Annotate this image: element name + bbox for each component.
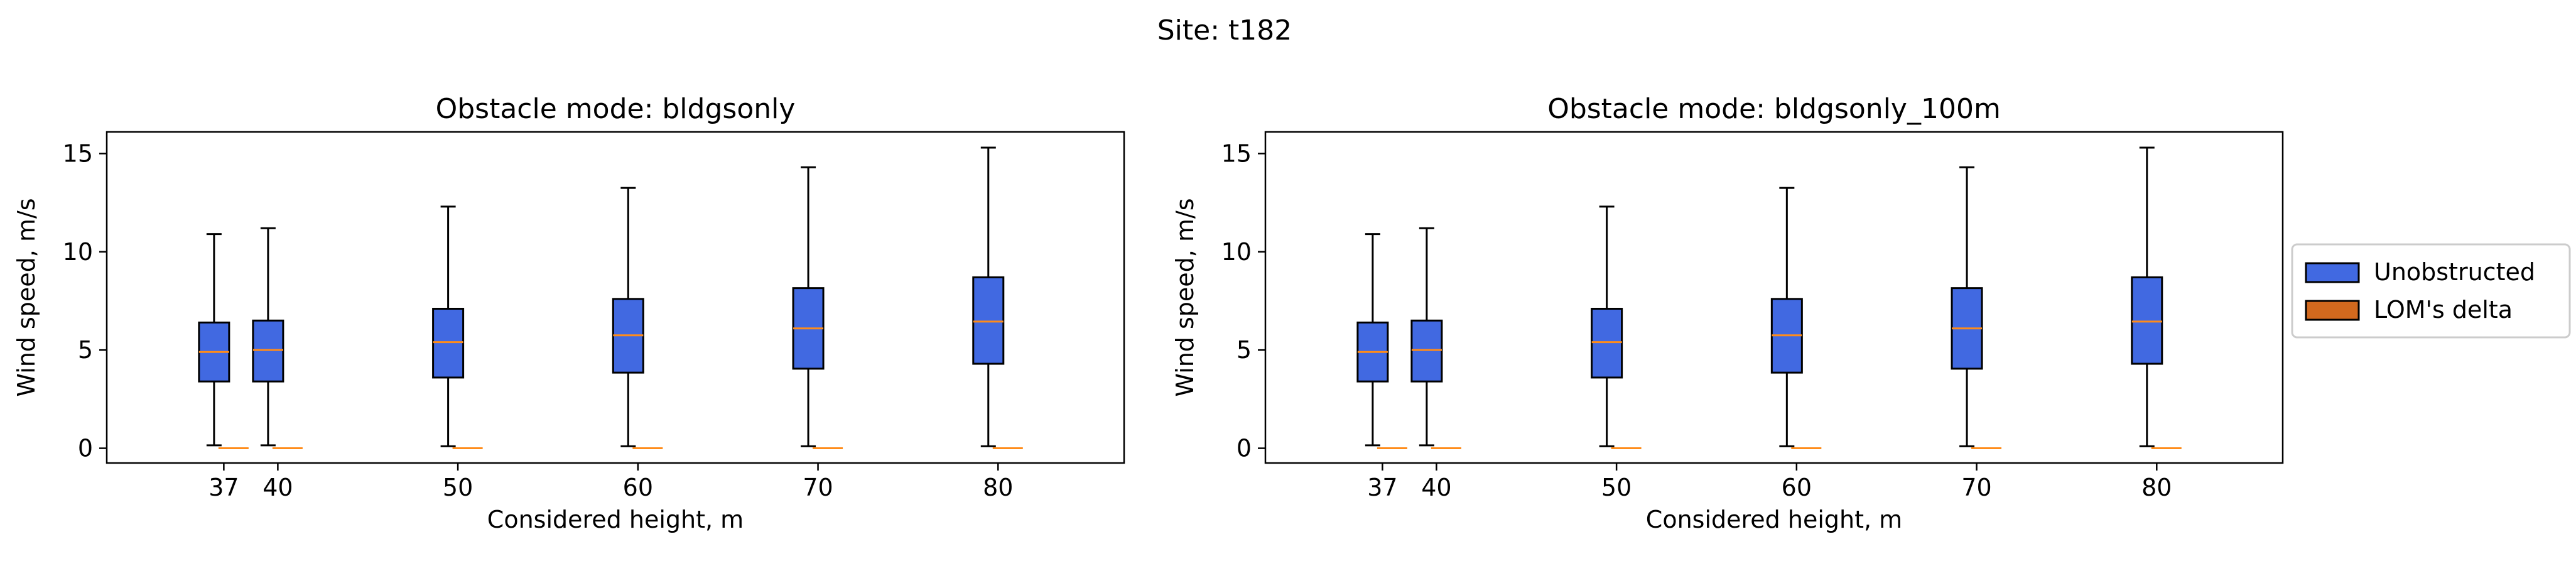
x-tick-label: 80: [2141, 474, 2172, 501]
legend: Unobstructed LOM's delta: [2291, 243, 2571, 339]
chart-title: Obstacle mode: bldgsonly_100m: [1547, 93, 2001, 125]
legend-frame: [2291, 243, 2571, 339]
box-body: [1410, 319, 1443, 383]
y-tick-label: 0: [78, 435, 93, 462]
x-tick-label: 50: [1601, 474, 1632, 501]
x-tick-label: 40: [1421, 474, 1451, 501]
box-unobstructed-40: [1410, 227, 1443, 447]
legend-swatch-lom-delta: [2305, 300, 2360, 321]
box-body: [432, 307, 465, 379]
x-tick-label: 37: [1367, 474, 1397, 501]
x-tick-label: 40: [262, 474, 293, 501]
x-tick-label: 60: [1782, 474, 1812, 501]
y-tick-label: 15: [1221, 139, 1252, 167]
chart-panel-0: Obstacle mode: bldgsonly 37 40 50 60 70 80 0 5 10…: [13, 93, 1125, 533]
x-tick-label: 70: [803, 474, 833, 501]
box-unobstructed-70: [1951, 166, 1983, 447]
y-axis-label: Wind speed, m/s: [1171, 198, 1199, 396]
x-axis-label: Considered height, m: [487, 506, 744, 533]
box-unobstructed-80: [2131, 146, 2163, 447]
x-tick-label: 70: [1961, 474, 1991, 501]
axes-frame: [106, 131, 1125, 464]
box-unobstructed-50: [1591, 205, 1623, 447]
y-tick-label: 0: [1237, 435, 1252, 462]
box-body: [2131, 276, 2163, 365]
y-tick-label: 10: [1221, 238, 1252, 266]
box-unobstructed-70: [792, 166, 825, 447]
figure-suptitle: Site: t182: [1157, 14, 1292, 46]
x-tick-label: 50: [443, 474, 473, 501]
box-unobstructed-50: [432, 205, 465, 447]
y-tick-label: 10: [63, 238, 93, 266]
box-unobstructed-37: [198, 233, 230, 447]
box-body: [252, 319, 284, 383]
box-unobstructed-40: [252, 227, 284, 447]
legend-swatch-unobstructed: [2305, 262, 2360, 283]
chart-title: Obstacle mode: bldgsonly: [436, 93, 796, 125]
legend-label-unobstructed: Unobstructed: [2374, 258, 2535, 286]
box-unobstructed-80: [972, 146, 1005, 447]
y-tick-label: 5: [78, 336, 93, 364]
box-body: [1591, 307, 1623, 379]
x-axis-label: Considered height, m: [1646, 506, 1902, 533]
x-tick-label: 60: [623, 474, 653, 501]
box-body: [972, 276, 1005, 365]
x-tick-label: 37: [208, 474, 239, 501]
legend-label-lom-delta: LOM's delta: [2374, 296, 2513, 324]
axes-frame: [1264, 131, 2284, 464]
y-tick-label: 5: [1237, 336, 1252, 364]
y-axis-label: Wind speed, m/s: [13, 198, 40, 396]
box-unobstructed-60: [612, 187, 644, 447]
box-unobstructed-37: [1356, 233, 1389, 447]
box-unobstructed-60: [1770, 187, 1803, 447]
y-tick-label: 15: [63, 139, 93, 167]
x-tick-label: 80: [983, 474, 1013, 501]
